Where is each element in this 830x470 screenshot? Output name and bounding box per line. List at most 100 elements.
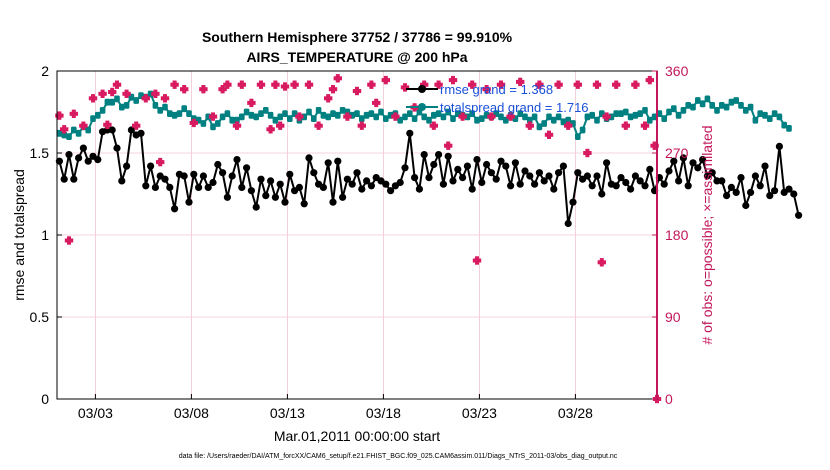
rmse-point	[588, 182, 596, 190]
spread-point	[320, 111, 327, 119]
spread-point	[258, 110, 264, 117]
obs-possible-point	[592, 80, 602, 89]
rmse-point	[742, 201, 750, 210]
spread-point	[469, 110, 475, 117]
obs-possible-point	[516, 77, 525, 87]
obs-possible-point	[266, 125, 275, 134]
obs-possible-point	[232, 121, 242, 130]
rmse-point	[444, 152, 452, 160]
obs-possible-point	[314, 121, 323, 130]
obs-possible-point	[132, 121, 141, 130]
spread-point	[157, 107, 163, 114]
data-file-footer: data file: /Users/raeder/DAI/ATM_forcXX/…	[179, 453, 618, 460]
spread-point	[104, 98, 111, 106]
rmse-point	[319, 183, 327, 191]
y-left-tick-label: 0	[41, 391, 49, 407]
obs-possible-point	[151, 89, 160, 98]
spread-point	[368, 110, 375, 117]
obs-possible-point	[621, 121, 630, 130]
spread-point	[479, 115, 485, 122]
rmse-point	[603, 159, 611, 167]
rmse-point	[795, 211, 803, 219]
rmse-point	[223, 193, 231, 201]
spread-point	[90, 115, 96, 122]
rmse-point	[727, 183, 736, 191]
rmse-point	[363, 177, 371, 185]
obs-possible-point	[573, 80, 582, 89]
spread-point	[704, 95, 711, 103]
spread-point	[728, 98, 735, 106]
spread-point	[95, 111, 101, 119]
chart-title-line1: Southern Hemisphere 37752 / 37786 = 99.9…	[202, 29, 513, 45]
rmse-point	[243, 164, 251, 172]
legend-rmse-label: rmse grand = 1.368	[440, 82, 553, 97]
spread-point	[378, 108, 384, 116]
obs-possible-point	[304, 80, 314, 89]
obs-possible-point	[352, 86, 362, 96]
spread-point	[162, 103, 168, 111]
rmse-point	[665, 167, 673, 175]
spread-point	[738, 102, 744, 109]
rmse-point	[756, 182, 764, 190]
rmse-point	[79, 144, 87, 152]
spread-point	[99, 107, 106, 114]
rmse-point	[166, 183, 174, 191]
spread-point	[680, 107, 687, 114]
spread-point	[584, 113, 591, 121]
rmse-point	[694, 164, 702, 172]
obs-possible-point	[88, 94, 98, 103]
spread-point	[517, 110, 523, 117]
y-right-tick-label: 360	[665, 63, 689, 79]
x-tick-label: 03/23	[462, 405, 497, 421]
spread-point	[450, 115, 456, 122]
rmse-point	[492, 175, 500, 183]
spread-point	[632, 111, 639, 119]
spread-point	[474, 116, 480, 124]
spread-point	[690, 103, 696, 111]
spread-point	[330, 110, 336, 117]
spread-point	[723, 103, 730, 111]
legend-spread-marker	[418, 103, 426, 111]
rmse-point	[531, 180, 539, 188]
x-tick-label: 03/13	[270, 405, 305, 421]
obs-possible-point	[170, 80, 179, 89]
spread-point	[354, 110, 360, 117]
rmse-point	[430, 160, 438, 169]
spread-point	[714, 107, 720, 114]
y-left-tick-label: 2	[41, 63, 49, 79]
rmse-point	[622, 178, 630, 187]
obs-possible-point	[525, 121, 534, 130]
axis-ticks: 03/03 03/08 03/13 03/18 03/23 03/28 0 0.5 1 1.5 2 0…	[30, 63, 689, 421]
spread-point	[771, 110, 778, 117]
rmse-point	[411, 174, 419, 182]
obs-possible-point	[199, 85, 208, 94]
rmse-point	[785, 185, 793, 193]
rmse-point	[281, 198, 289, 206]
rmse-point	[276, 180, 284, 188]
rmse-point	[679, 154, 688, 162]
obs-possible-point	[333, 74, 342, 83]
rmse-point	[382, 180, 390, 188]
rmse-point	[353, 169, 361, 177]
rmse-point	[646, 165, 654, 173]
rmse-point	[516, 180, 524, 188]
rmse-point	[775, 142, 784, 150]
spread-point	[671, 105, 677, 113]
obs-possible-point	[468, 80, 477, 89]
obs-possible-point	[271, 80, 280, 89]
rmse-point	[252, 203, 260, 211]
rmse-point	[550, 185, 558, 193]
rmse-point	[732, 188, 740, 196]
rmse-point	[766, 192, 774, 200]
rmse-point	[310, 169, 318, 177]
spread-point	[224, 110, 231, 117]
spread-point	[219, 113, 226, 121]
rmse-point	[367, 182, 375, 190]
spread-point	[536, 123, 543, 131]
rmse-point	[574, 169, 582, 177]
spread-point	[339, 107, 346, 114]
rmse-point	[502, 162, 510, 170]
rmse-point	[454, 165, 462, 173]
spread-point	[215, 120, 221, 127]
